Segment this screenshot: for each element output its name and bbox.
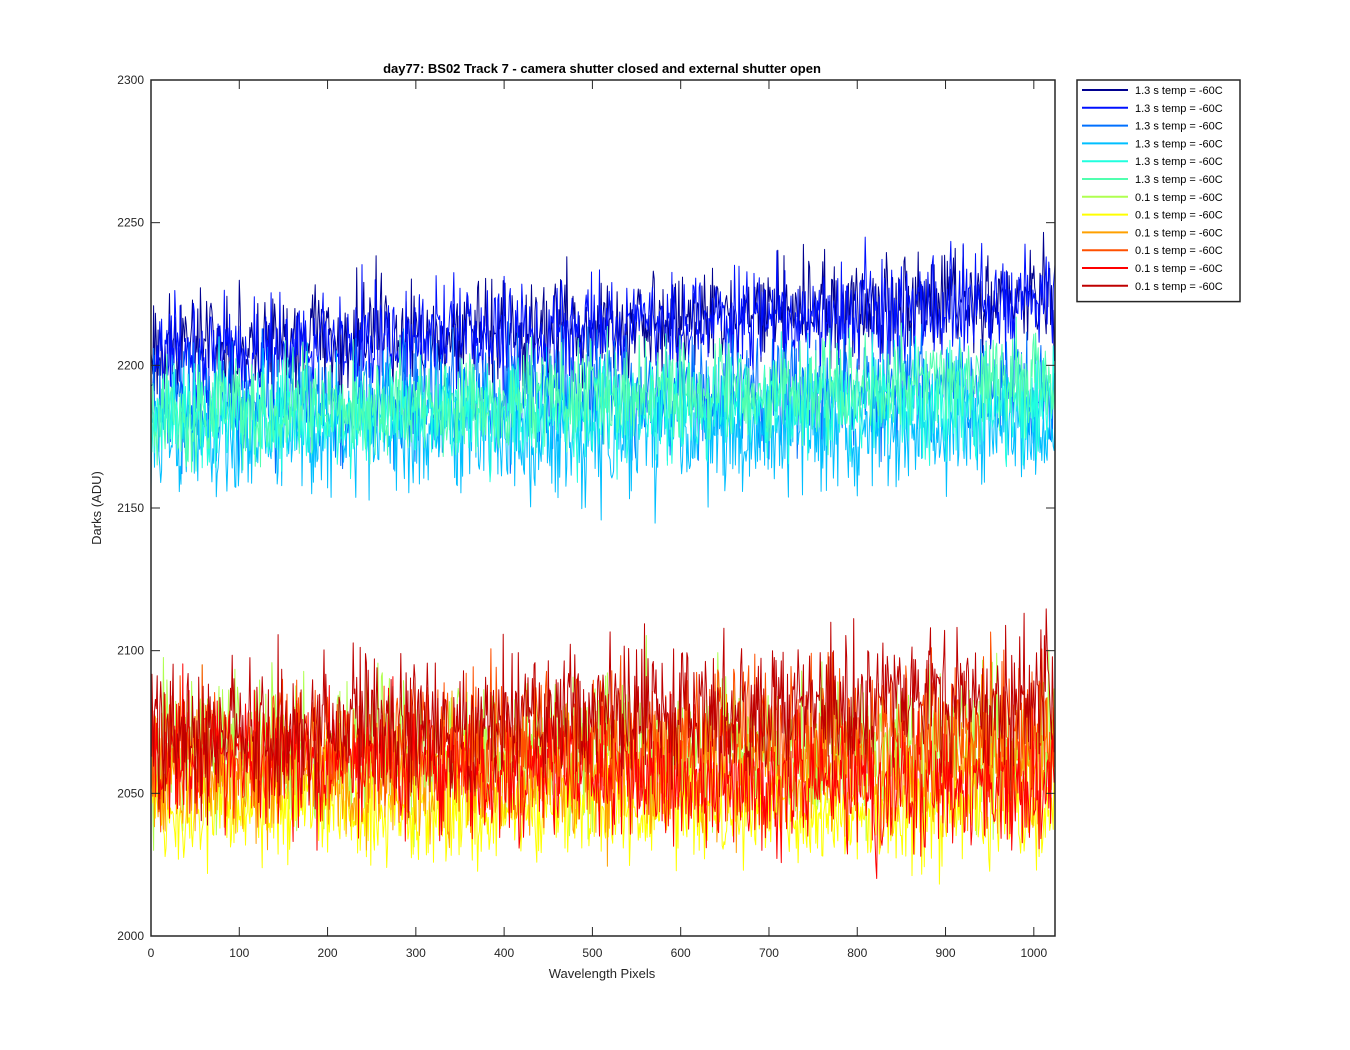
legend: 1.3 s temp = -60C 1.3 s temp = -60C 1.3 s … <box>1076 79 1241 303</box>
x-tick-label: 900 <box>936 946 956 960</box>
legend-entry: 0.1 s temp = -60C <box>1135 192 1223 204</box>
y-tick-label: 2300 <box>117 73 144 87</box>
x-tick-label: 400 <box>494 946 514 960</box>
legend-entry: 0.1 s temp = -60C <box>1135 281 1223 293</box>
x-tick-label: 700 <box>759 946 779 960</box>
x-axis-title: Wavelength Pixels <box>549 966 656 981</box>
y-tick-label: 2200 <box>117 358 144 372</box>
legend-entry: 0.1 s temp = -60C <box>1135 263 1223 275</box>
x-tick-label: 800 <box>847 946 867 960</box>
legend-entry: 0.1 s temp = -60C <box>1135 245 1223 257</box>
x-tick-label: 100 <box>229 946 249 960</box>
legend-box <box>1076 79 1241 303</box>
chart-title: day77: BS02 Track 7 - camera shutter clo… <box>383 61 821 76</box>
series-line-4 <box>150 332 1056 524</box>
y-tick-label: 2000 <box>117 929 144 943</box>
series-line-6 <box>150 316 1056 473</box>
x-tick-label: 1000 <box>1020 946 1047 960</box>
x-tick-label: 300 <box>406 946 426 960</box>
legend-entry: 1.3 s temp = -60C <box>1135 174 1223 186</box>
y-tick-label: 2100 <box>117 644 144 658</box>
x-tick-label: 0 <box>148 946 155 960</box>
legend-entry: 1.3 s temp = -60C <box>1135 121 1223 133</box>
x-tick-label: 500 <box>582 946 602 960</box>
series-line-12 <box>150 608 1056 826</box>
x-tick-label: 600 <box>671 946 691 960</box>
legend-entry: 1.3 s temp = -60C <box>1135 138 1223 150</box>
y-tick-label: 2150 <box>117 501 144 515</box>
legend-entry: 0.1 s temp = -60C <box>1135 210 1223 222</box>
legend-entry: 1.3 s temp = -60C <box>1135 156 1223 168</box>
legend-entry: 1.3 s temp = -60C <box>1135 103 1223 115</box>
y-tick-label: 2250 <box>117 216 144 230</box>
series-line-2 <box>150 236 1056 409</box>
legend-entry: 1.3 s temp = -60C <box>1135 85 1223 97</box>
x-tick-label: 200 <box>318 946 338 960</box>
y-tick-label: 2050 <box>117 786 144 800</box>
y-axis-title: Darks (ADU) <box>89 471 104 545</box>
legend-entry: 0.1 s temp = -60C <box>1135 227 1223 239</box>
